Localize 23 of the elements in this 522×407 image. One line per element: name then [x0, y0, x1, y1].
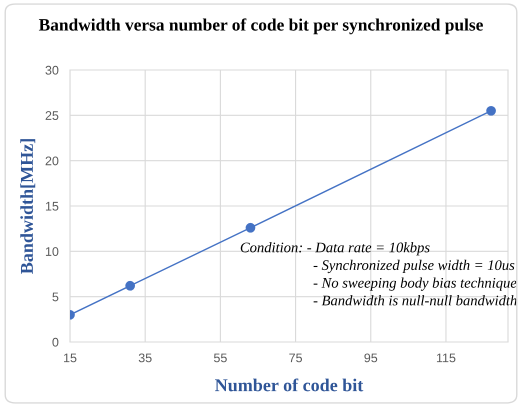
annotation: - Bandwidth is null-null bandwidth: [314, 295, 517, 306]
y-tick-label: 5: [52, 292, 58, 302]
point: [486, 106, 496, 116]
y-tick-label: 30: [45, 66, 58, 75]
annotation: Condition: - Data rate = 10kbps: [240, 242, 430, 256]
annotation: - No sweeping body bias technique: [314, 277, 516, 291]
x-tick-label: 75: [289, 354, 302, 362]
x-tick-label: 55: [214, 354, 227, 362]
y-tick-label: 20: [46, 156, 58, 166]
y-axis-title: Bandwidth[MHz]: [20, 139, 36, 274]
annotation: - Synchronized pulse width = 10us: [314, 260, 514, 274]
x-axis-title: Number of code bit: [215, 378, 364, 392]
x-tick-label: 115: [436, 354, 456, 362]
point: [246, 222, 256, 233]
x-tick-label: 35: [138, 353, 152, 362]
y-tick-label: 25: [46, 111, 58, 120]
y-tick-label: 10: [46, 247, 58, 256]
x-tick-label: 95: [364, 353, 378, 362]
point: [125, 280, 136, 291]
y-tick-label: 0: [52, 338, 58, 347]
x-tick-label: 15: [64, 354, 76, 362]
chart-title: Bandwidth versa number of code bit per synchronized pulse: [38, 18, 483, 34]
y-tick-label: 15: [46, 202, 58, 211]
